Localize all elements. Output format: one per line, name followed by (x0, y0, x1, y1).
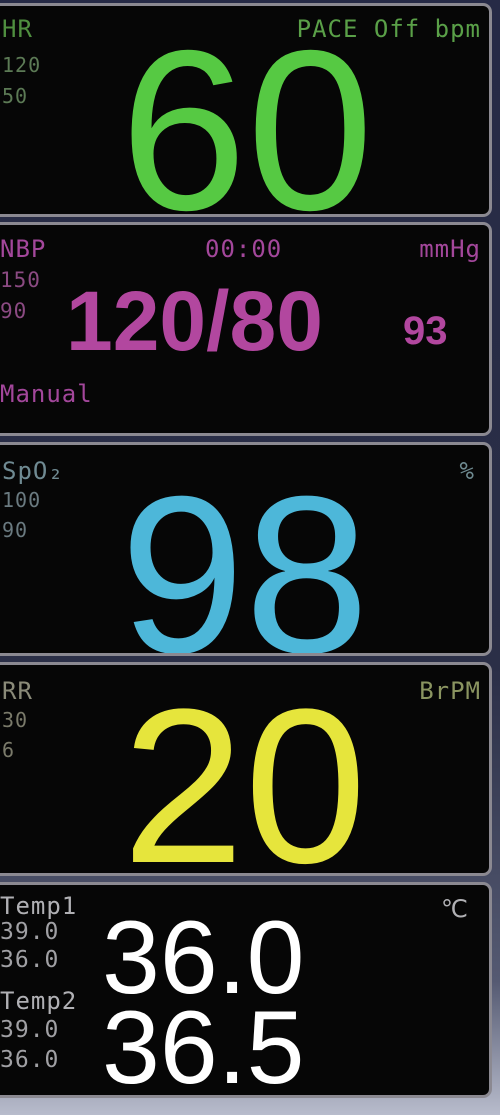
spo2-lower-alarm-limit: 90 (2, 518, 29, 542)
pace-status: PACE Off (296, 15, 421, 43)
nibp-mean-value: 93 (403, 309, 448, 353)
temp-unit: ℃ (441, 895, 469, 923)
nibp-mode: Manual (0, 380, 93, 408)
rr-unit: BrPM (419, 677, 481, 705)
temp2-lower-alarm-limit: 36.0 (0, 1047, 60, 1073)
hr-value: 60 (120, 4, 374, 217)
hr-upper-alarm-limit: 120 (2, 53, 42, 77)
rr-label: RR (2, 677, 33, 705)
spo2-label: SpO₂ (2, 457, 64, 485)
rr-value: 20 (122, 663, 367, 876)
hr-status-line: PACE Off bpm (297, 17, 481, 41)
nibp-value: 120/80 (66, 274, 323, 368)
nibp-label: NBP (0, 235, 47, 263)
hr-unit: bpm (434, 15, 481, 43)
nibp-measurement-time: 00:00 (205, 235, 283, 263)
temp-panel[interactable]: ℃ Temp1 39.0 36.0 36.0 Temp2 39.0 36.0 3… (0, 882, 492, 1098)
temp2-upper-alarm-limit: 39.0 (0, 1017, 60, 1043)
spo2-value: 98 (120, 450, 370, 656)
temp2-value: 36.5 (102, 990, 305, 1098)
temp1-lower-alarm-limit: 36.0 (0, 947, 60, 973)
rr-panel[interactable]: RR 30 6 BrPM 20 (0, 662, 492, 876)
temp1-upper-alarm-limit: 39.0 (0, 919, 60, 945)
spo2-panel[interactable]: SpO₂ 100 90 % 98 (0, 442, 492, 656)
nibp-unit: mmHg (419, 235, 481, 263)
rr-lower-alarm-limit: 6 (2, 738, 16, 762)
temp2-label: Temp2 (0, 987, 78, 1015)
nibp-panel[interactable]: NBP 00:00 mmHg 150 90 120/80 93 Manual (0, 222, 492, 436)
spo2-upper-alarm-limit: 100 (2, 488, 42, 512)
spo2-unit: % (459, 457, 475, 485)
hr-label: HR (2, 15, 33, 43)
hr-lower-alarm-limit: 50 (2, 84, 29, 108)
nibp-lower-alarm-limit: 90 (0, 299, 28, 323)
temp1-label: Temp1 (0, 892, 78, 920)
temp1-value: 36.0 (102, 900, 305, 1016)
hr-panel[interactable]: HR 120 50 PACE Off bpm 60 (0, 3, 492, 217)
rr-upper-alarm-limit: 30 (2, 708, 29, 732)
nibp-upper-alarm-limit: 150 (0, 268, 41, 292)
